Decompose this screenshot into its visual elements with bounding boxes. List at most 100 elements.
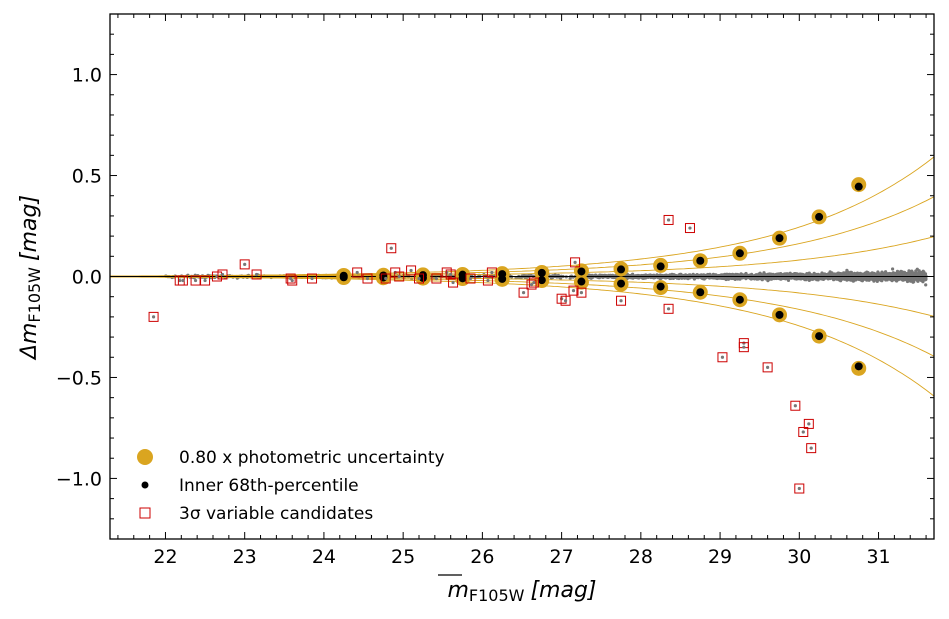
scatter-point <box>924 283 928 287</box>
scatter-point <box>801 275 805 279</box>
legend-marker-percentile <box>141 481 149 489</box>
variable-candidate-square <box>806 443 817 454</box>
variable-candidate-dot <box>384 276 388 281</box>
variable-candidate-dot <box>193 278 198 283</box>
scatter-point <box>884 277 888 281</box>
variable-candidate-dot <box>417 276 421 281</box>
scatter-point <box>844 276 848 280</box>
variable-candidate-dot <box>560 297 564 301</box>
scatter-point <box>846 270 850 274</box>
scatter-point <box>900 276 905 280</box>
legend: 0.80 x photometric uncertainty Inner 68t… <box>137 448 445 524</box>
percentile-point-upper <box>735 249 744 258</box>
variable-candidate-square <box>616 295 627 306</box>
scatter-point <box>794 273 798 277</box>
variable-candidate-square <box>211 271 222 282</box>
variable-candidate-square <box>486 267 497 278</box>
variable-candidate-dot <box>486 278 490 283</box>
scatter-point <box>768 272 772 276</box>
variable-candidate-dot <box>720 355 725 359</box>
percentile-point-upper <box>815 212 824 221</box>
legend-marker-uncertainty <box>137 449 153 465</box>
legend-label-percentile: Inner 68th-percentile <box>179 476 359 496</box>
y-tick-label: 0.5 <box>72 166 102 188</box>
scatter-point <box>721 273 725 277</box>
variable-candidate-square <box>576 287 587 298</box>
percentile-point-upper <box>537 268 546 277</box>
variable-candidate-dot <box>254 272 259 277</box>
x-tick-label: 25 <box>391 546 415 568</box>
variable-candidate-dot <box>389 246 393 250</box>
scatter-point <box>797 276 801 280</box>
percentile-point-lower <box>656 282 665 291</box>
variable-candidate-square <box>352 267 363 278</box>
scatter-point <box>916 272 920 276</box>
variable-candidate-square <box>148 311 159 322</box>
scatter-point <box>897 270 901 274</box>
variable-candidate-dot <box>807 422 811 426</box>
axis-ticks-group <box>110 13 934 540</box>
scatter-point <box>910 279 914 283</box>
variable-candidate-dot <box>365 276 370 281</box>
x-tick-label: 31 <box>866 546 890 568</box>
scatter-point <box>891 267 895 271</box>
y-axis-label: ΔmF105W[mag] <box>17 195 44 361</box>
variable-candidate-dot <box>434 276 439 281</box>
percentile-point-lower <box>815 332 824 341</box>
variable-candidate-dot <box>355 270 359 275</box>
uncertainty-curve-inner-lower <box>110 276 934 317</box>
percentile-point-lower <box>339 273 348 282</box>
variable-candidate-dot <box>451 280 455 285</box>
variable-candidate-square <box>717 352 728 363</box>
scatter-point <box>549 276 554 280</box>
variable-candidate-dot <box>445 270 449 275</box>
scatter-point <box>786 278 791 282</box>
scatter-point <box>920 277 924 281</box>
percentile-point-lower <box>418 273 427 282</box>
percentile-point-lower <box>577 277 586 286</box>
variable-candidate-dot <box>468 276 473 281</box>
scatter-point <box>866 278 870 282</box>
scatter-point <box>830 272 834 276</box>
variable-candidate-dot <box>797 486 801 491</box>
variable-candidate-square <box>414 273 424 284</box>
scatter-point <box>762 271 766 275</box>
variable-candidate-dot <box>181 278 185 283</box>
x-axis-label: mF105W [mag] <box>447 578 596 605</box>
uncertainty-curve-middle-upper <box>110 196 934 277</box>
variable-candidate-square <box>684 223 695 234</box>
percentile-point-upper <box>775 234 784 243</box>
x-tick-label: 27 <box>550 546 574 568</box>
variable-candidate-dot <box>243 262 247 266</box>
variable-candidate-dot <box>619 299 623 303</box>
percentile-point-upper <box>854 182 863 191</box>
variable-candidate-square <box>239 259 250 270</box>
variable-candidate-dot <box>397 274 401 279</box>
variable-candidate-square <box>465 273 476 284</box>
scatter-point <box>909 273 913 277</box>
variable-candidate-square <box>738 342 749 353</box>
variable-candidate-dot <box>151 315 156 319</box>
scatter-point <box>758 271 762 275</box>
variable-candidate-dot <box>793 404 797 408</box>
uncertainty-curve-middle-lower <box>110 276 934 357</box>
variable-candidate-square <box>441 267 452 278</box>
variable-candidate-dot <box>579 291 584 295</box>
x-tick-label: 22 <box>153 546 177 568</box>
percentile-point-lower <box>854 362 863 371</box>
variable-candidate-square <box>285 273 296 284</box>
scatter-point <box>835 272 839 276</box>
scatter-point <box>815 276 819 280</box>
scatter-point <box>915 267 919 271</box>
variable-candidate-dot <box>220 272 225 277</box>
scatter-point <box>693 276 697 280</box>
x-tick-label: 30 <box>787 546 811 568</box>
y-tick-label: 0.0 <box>72 267 102 289</box>
scatter-point <box>866 271 870 275</box>
variable-candidate-dot <box>521 291 526 295</box>
percentile-point-upper <box>656 262 665 271</box>
x-tick-label: 24 <box>312 546 336 568</box>
tick-labels-group: 22 23 24 25 26 27 28 29 30 31 −1.0 −0.5 0.0 0.5 1.0 <box>56 65 891 568</box>
variable-candidate-square <box>790 400 801 411</box>
